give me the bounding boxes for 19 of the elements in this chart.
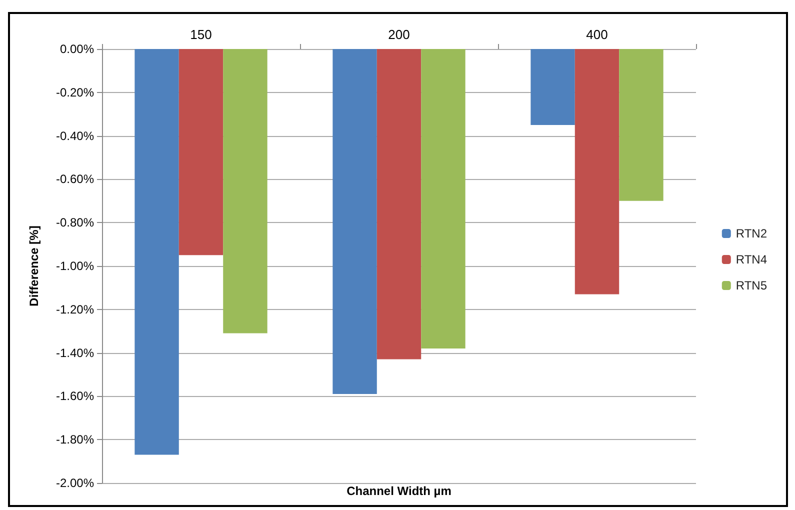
legend-label: RTN5 bbox=[736, 278, 768, 292]
y-axis-title: Difference [%] bbox=[27, 226, 41, 306]
legend-label: RTN2 bbox=[736, 226, 768, 240]
y-tick-label: -1.00% bbox=[56, 259, 94, 273]
x-tick-label: 150 bbox=[190, 27, 212, 42]
y-tick-label: -1.20% bbox=[56, 302, 94, 316]
y-tick-label: 0.00% bbox=[60, 42, 94, 56]
x-tick-label: 200 bbox=[388, 27, 410, 42]
legend-label: RTN4 bbox=[736, 252, 768, 266]
y-tick-label: -2.00% bbox=[56, 476, 94, 490]
y-tick-label: -1.60% bbox=[56, 389, 94, 404]
y-tick-label: -1.40% bbox=[56, 346, 94, 360]
x-axis-title: Channel Width µm bbox=[346, 484, 452, 498]
y-tick-label: -1.80% bbox=[56, 432, 94, 447]
x-tick-label: 400 bbox=[586, 27, 608, 42]
y-tick-label: -0.80% bbox=[56, 216, 94, 230]
y-tick-label: -0.60% bbox=[56, 172, 94, 186]
y-tick-label: -0.40% bbox=[56, 128, 94, 143]
y-tick-label: -0.20% bbox=[56, 85, 94, 100]
